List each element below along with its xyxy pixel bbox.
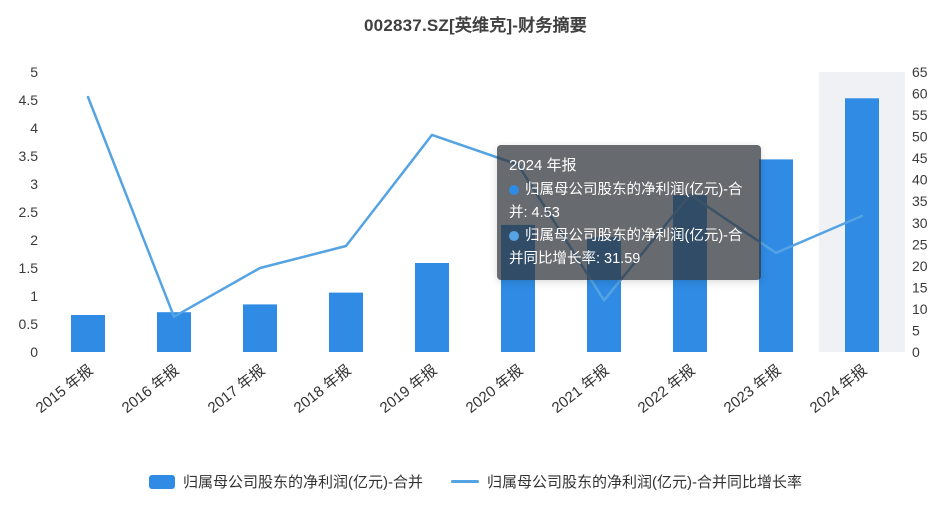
right-axis-tick-label: 55 — [912, 107, 928, 123]
legend-item[interactable]: 归属母公司股东的净利润(亿元)-合并同比增长率 — [451, 471, 802, 492]
right-axis-tick-label: 60 — [912, 86, 928, 102]
tooltip: 2024 年报 归属母公司股东的净利润(亿元)-合并: 4.53 归属母公司股东的… — [497, 145, 761, 280]
x-axis-label-2020 年报: 2020 年报 — [463, 362, 527, 417]
right-axis-tick-label: 45 — [912, 150, 928, 166]
bar-2016 年报[interactable] — [157, 312, 191, 352]
right-axis-tick-label: 40 — [912, 172, 928, 188]
tooltip-title: 2024 年报 — [509, 157, 577, 174]
bar-2024 年报[interactable] — [845, 98, 879, 352]
bar-swatch-icon — [149, 474, 175, 489]
tooltip-item: 归属母公司股东的净利润(亿元)-合并: 4.53 — [509, 179, 749, 225]
left-axis-tick-label: 4 — [30, 120, 38, 136]
tooltip-item-text: 归属母公司股东的净利润(亿元)-合并同比增长率: 31.59 — [509, 228, 743, 267]
legend-label: 归属母公司股东的净利润(亿元)-合并同比增长率 — [487, 474, 802, 491]
chart-title: 002837.SZ[英维克]-财务摘要 — [364, 16, 587, 35]
left-axis-tick-label: 3.5 — [19, 148, 39, 164]
x-axis-label-2023 年报: 2023 年报 — [721, 362, 785, 417]
tooltip-item: 归属母公司股东的净利润(亿元)-合并同比增长率: 31.59 — [509, 225, 749, 271]
bar-2017 年报[interactable] — [243, 304, 277, 352]
bar-2015 年报[interactable] — [71, 315, 105, 352]
left-axis-tick-label: 2 — [30, 232, 38, 248]
left-axis-tick-label: 5 — [30, 64, 38, 80]
bar-2018 年报[interactable] — [329, 292, 363, 352]
tooltip-items: 归属母公司股东的净利润(亿元)-合并: 4.53 归属母公司股东的净利润(亿元)-… — [509, 179, 749, 271]
x-axis-label-2024 年报: 2024 年报 — [807, 362, 871, 417]
left-axis-tick-label: 3 — [30, 176, 38, 192]
right-axis-tick-label: 25 — [912, 236, 928, 252]
right-axis-tick-label: 35 — [912, 193, 928, 209]
line-swatch-icon — [451, 480, 479, 483]
x-axis-label-2019 年报: 2019 年报 — [377, 362, 441, 417]
series-dot-icon — [509, 231, 519, 241]
right-axis-tick-label: 20 — [912, 258, 928, 274]
legend-label: 归属母公司股东的净利润(亿元)-合并 — [183, 474, 423, 491]
x-axis-label-2018 年报: 2018 年报 — [291, 362, 355, 417]
bar-2023 年报[interactable] — [759, 159, 793, 352]
right-axis-tick-label: 30 — [912, 215, 928, 231]
x-axis-label-2021 年报: 2021 年报 — [549, 362, 613, 417]
left-axis-tick-label: 0 — [30, 344, 38, 360]
series-dot-icon — [509, 185, 519, 195]
x-axis-label-2017 年报: 2017 年报 — [205, 362, 269, 417]
left-axis-tick-label: 2.5 — [19, 204, 39, 220]
right-axis-tick-label: 65 — [912, 64, 928, 80]
tooltip-item-text: 归属母公司股东的净利润(亿元)-合并: 4.53 — [509, 182, 743, 221]
left-axis-tick-label: 0.5 — [19, 316, 39, 332]
x-axis-label-2022 年报: 2022 年报 — [635, 362, 699, 417]
left-axis-tick-label: 1 — [30, 288, 38, 304]
left-axis-tick-label: 4.5 — [19, 92, 39, 108]
x-axis-label-2015 年报: 2015 年报 — [33, 362, 97, 417]
chart-plot: 00.511.522.533.544.550510152025303540455… — [19, 64, 928, 417]
right-axis-tick-label: 50 — [912, 129, 928, 145]
legend-item[interactable]: 归属母公司股东的净利润(亿元)-合并 — [149, 471, 423, 492]
right-axis-tick-label: 5 — [912, 323, 920, 339]
right-axis-tick-label: 15 — [912, 279, 928, 295]
right-axis-tick-label: 0 — [912, 344, 920, 360]
bar-2019 年报[interactable] — [415, 263, 449, 352]
left-axis-tick-label: 1.5 — [19, 260, 39, 276]
x-axis-label-2016 年报: 2016 年报 — [119, 362, 183, 417]
legend: 归属母公司股东的净利润(亿元)-合并 归属母公司股东的净利润(亿元)-合并同比增长… — [0, 471, 951, 492]
right-axis-tick-label: 10 — [912, 301, 928, 317]
